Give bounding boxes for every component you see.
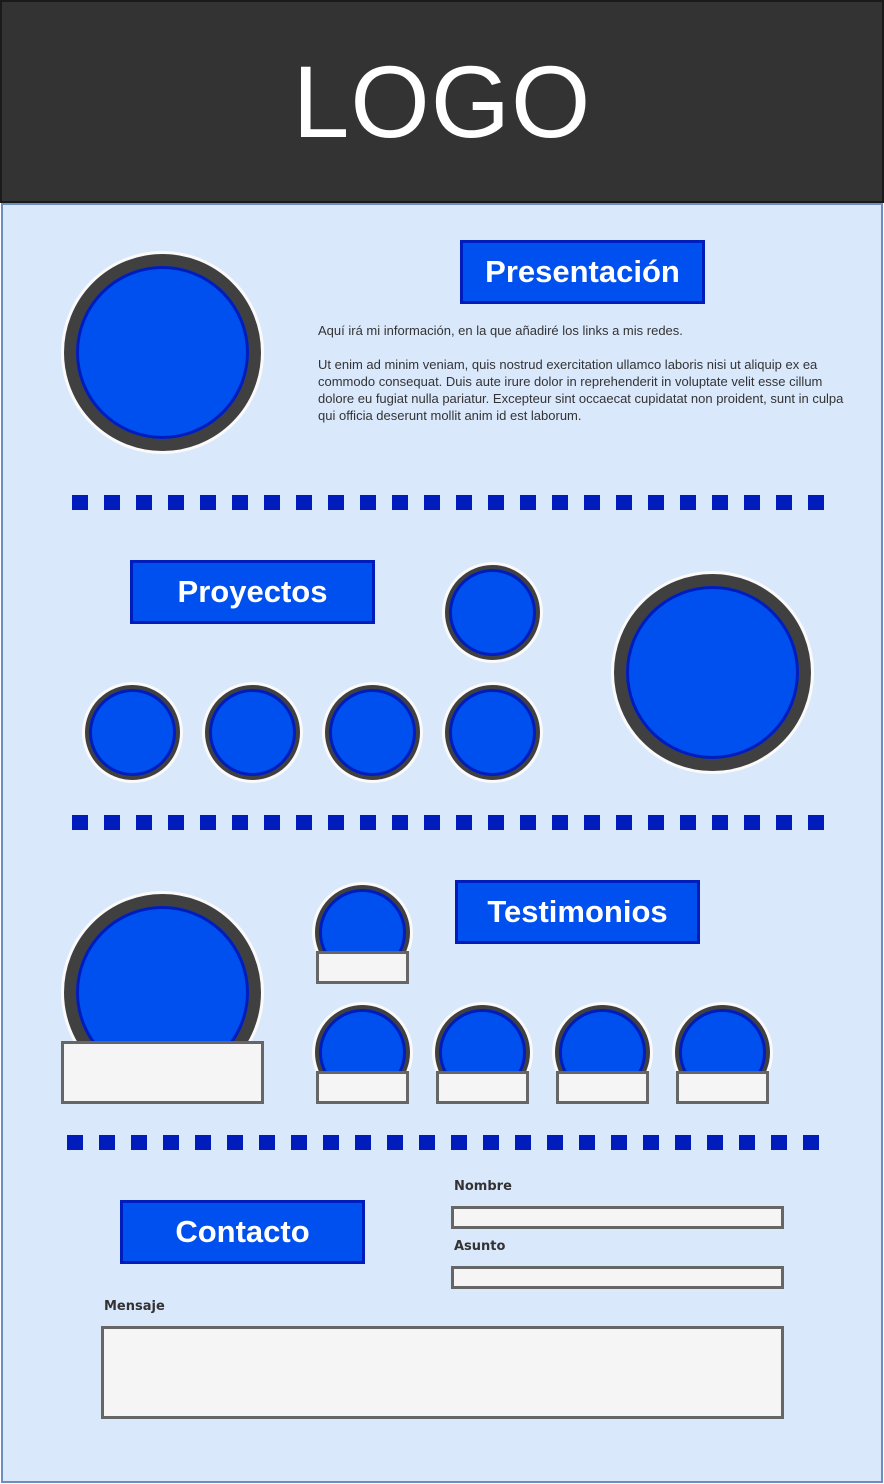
project-thumbnail[interactable] [325,685,420,780]
testimonial-caption-featured [61,1041,264,1104]
section-divider [72,815,824,830]
section-title-presentacion: Presentación [460,240,705,304]
project-thumbnail[interactable] [205,685,300,780]
intro-paragraph: Aquí irá mi información, en la que añadi… [318,323,683,338]
section-divider [67,1135,819,1150]
project-thumbnail[interactable] [445,685,540,780]
project-thumbnail[interactable] [445,565,540,660]
nombre-input[interactable] [451,1206,784,1229]
section-title-contacto: Contacto [120,1200,365,1264]
asunto-input[interactable] [451,1266,784,1289]
section-divider [72,495,824,510]
mensaje-label: Mensaje [104,1299,165,1314]
testimonial-caption [316,951,409,984]
testimonial-caption [316,1071,409,1104]
asunto-label: Asunto [454,1239,506,1254]
lorem-paragraph: Ut enim ad minim veniam, quis nostrud ex… [318,357,844,423]
section-title-testimonios: Testimonios [455,880,700,944]
project-thumbnail[interactable] [85,685,180,780]
profile-avatar [64,254,261,451]
nombre-label: Nombre [454,1179,512,1194]
presentation-text: Aquí irá mi información, en la que añadi… [318,322,848,441]
header-bar: LOGO [0,0,884,203]
section-title-proyectos: Proyectos [130,560,375,624]
mensaje-textarea[interactable] [101,1326,784,1419]
project-preview [614,574,811,771]
logo: LOGO [292,44,592,159]
testimonial-caption [676,1071,769,1104]
testimonial-caption [436,1071,529,1104]
testimonial-caption [556,1071,649,1104]
